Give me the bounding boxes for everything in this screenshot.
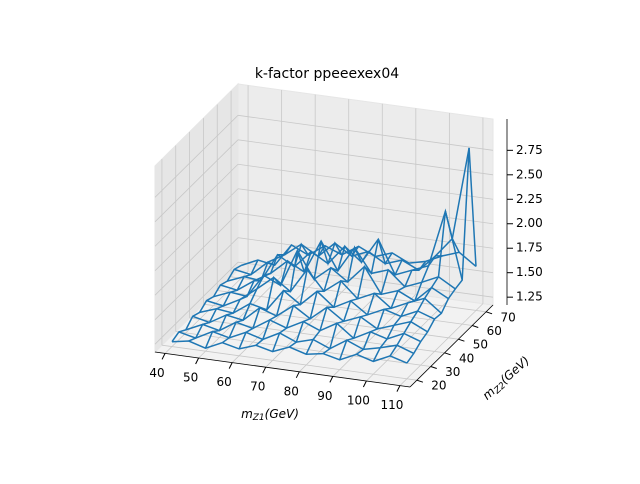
x-axis-line	[154, 351, 411, 388]
y-axis-line	[409, 304, 494, 388]
grid-line	[237, 163, 494, 200]
x-label-base: m	[241, 407, 253, 421]
wire-column	[356, 260, 427, 355]
wireframe	[171, 147, 477, 364]
wire-column	[238, 242, 309, 350]
x-tick-label: 80	[284, 384, 299, 398]
z-tick-label: 2.25	[516, 192, 543, 206]
grid-line	[237, 139, 494, 176]
wire-column	[372, 255, 443, 362]
grid-line	[154, 261, 239, 345]
x-tick-label: 90	[317, 389, 332, 403]
x-tick	[228, 362, 233, 369]
x-label-sub: Z1	[252, 413, 265, 423]
x-tick-label: 60	[217, 375, 232, 389]
grid-line	[366, 298, 450, 382]
z-tick-label: 2.75	[516, 143, 543, 157]
wire-column	[204, 261, 275, 349]
panes	[153, 82, 513, 392]
wire-column	[188, 259, 259, 342]
x-axis-label: mZ1(GeV)	[241, 407, 299, 423]
y-axis-label: mZ2(GeV)	[479, 353, 533, 404]
grid-line	[237, 261, 494, 298]
x-tick-label: 100	[347, 394, 370, 408]
y-tick	[458, 338, 465, 342]
y-tick-label: 30	[445, 365, 460, 379]
wire-column	[389, 211, 460, 357]
x-tick	[329, 376, 334, 383]
x-tick-label: 50	[183, 370, 198, 384]
y-tick-label: 60	[487, 324, 502, 338]
x-tick	[362, 380, 367, 388]
wire-column	[221, 244, 293, 344]
wire-column	[288, 244, 360, 348]
grid-line	[237, 212, 494, 249]
x-tick	[262, 366, 267, 374]
grid-line	[265, 284, 350, 368]
x-tick	[195, 357, 200, 365]
x-tick-label: 70	[250, 380, 265, 394]
chart-title: k-factor ppeeexex04	[255, 66, 399, 82]
y-tick	[485, 311, 493, 315]
wire-column	[171, 264, 242, 343]
grid-line	[154, 139, 239, 223]
z-tick-label: 1.75	[516, 241, 543, 255]
x-tick-label: 110	[380, 398, 403, 412]
z-tick-label: 2.00	[516, 216, 543, 230]
grid-line	[399, 303, 484, 386]
wire-column	[271, 240, 343, 352]
grid-line	[237, 114, 494, 151]
y-tick	[416, 379, 424, 383]
wire-column	[305, 245, 376, 355]
x-tick	[295, 371, 300, 379]
x-label-unit: (GeV)	[265, 407, 299, 421]
grid-line	[164, 271, 249, 354]
grid-line	[154, 237, 239, 320]
back-pane	[237, 83, 494, 306]
grid-line	[237, 188, 494, 225]
y-tick	[472, 325, 479, 328]
grid-line	[154, 163, 239, 247]
wire-column	[255, 245, 326, 346]
y-tick-label: 40	[459, 351, 474, 365]
wire-column	[322, 238, 393, 355]
z-tick-label: 1.25	[516, 290, 543, 304]
y-tick-label: 20	[431, 379, 446, 393]
grid-line	[217, 290, 473, 326]
x-tick	[161, 353, 166, 360]
grid-line	[332, 294, 417, 377]
grid-line	[198, 275, 282, 359]
y-label-unit: (GeV)	[497, 353, 532, 386]
wire-column	[338, 259, 410, 361]
grid-line	[154, 188, 239, 272]
y-tick-label: 50	[473, 338, 488, 352]
wire-column	[406, 147, 477, 364]
grid-line	[161, 344, 417, 381]
y-tick	[430, 366, 437, 369]
grid-line	[154, 115, 239, 198]
x-tick-label: 40	[149, 366, 164, 380]
grid-line	[298, 289, 383, 373]
x-tick	[396, 385, 401, 392]
grid-line	[175, 331, 431, 367]
grid-line	[154, 212, 239, 296]
grid-line	[203, 303, 459, 340]
z-tick-label: 2.50	[516, 167, 543, 181]
z-tick-label: 1.50	[516, 265, 543, 279]
y-tick	[444, 352, 451, 356]
y-tick-label: 70	[500, 310, 515, 324]
